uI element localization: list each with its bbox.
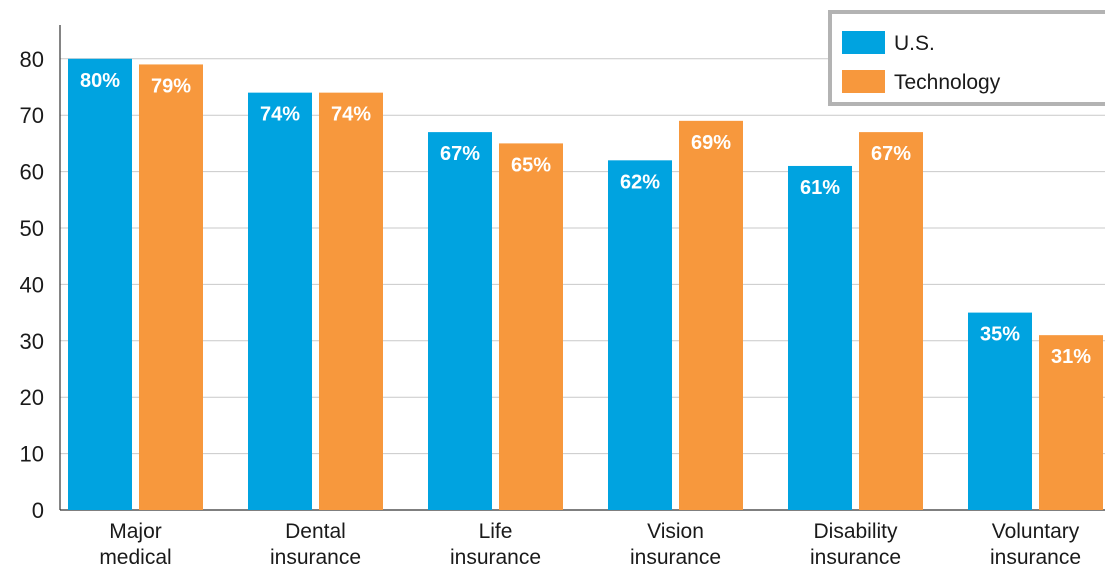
bars — [68, 58, 1103, 511]
data-labels: 80% 79% 74% 74% 67% 65% 62% 69% 61% 67% 35% 31% — [80, 70, 1091, 368]
bar-us-1 — [248, 92, 312, 510]
bar-technology-4 — [859, 132, 923, 510]
category-label: Major — [109, 520, 162, 543]
category-labels: Major medical Dental insurance Life insurance… — [99, 520, 1081, 569]
bar-technology-3 — [679, 120, 743, 510]
y-tick-label: 80 — [20, 47, 44, 72]
bar-value-label: 67% — [440, 143, 480, 165]
y-tick-label: 0 — [32, 498, 44, 523]
bar-value-label: 74% — [331, 104, 371, 126]
category-label: insurance — [630, 546, 721, 569]
legend-label-us: U.S. — [894, 32, 935, 55]
category-label: Life — [479, 520, 513, 543]
y-tick-label: 70 — [20, 103, 44, 128]
legend-swatch-us — [842, 31, 885, 54]
bar-value-label: 35% — [980, 324, 1020, 346]
legend: U.S. Technology — [828, 10, 1105, 106]
axes — [59, 25, 1105, 511]
y-tick-label: 60 — [20, 160, 44, 185]
category-label: Disability — [813, 520, 898, 543]
bar-value-label: 74% — [260, 104, 300, 126]
bar-us-3 — [608, 160, 672, 510]
legend-swatch-technology — [842, 70, 885, 93]
y-tick-label: 50 — [20, 216, 44, 241]
category-label: Dental — [285, 520, 346, 543]
bar-value-label: 65% — [511, 154, 551, 176]
bar-value-label: 79% — [151, 75, 191, 97]
y-tick-labels: 0 10 20 30 40 50 60 70 80 — [20, 47, 44, 523]
y-tick-label: 30 — [20, 329, 44, 354]
y-tick-label: 20 — [20, 385, 44, 410]
category-label: insurance — [450, 546, 541, 569]
bar-us-4 — [788, 165, 852, 510]
bar-technology-0 — [139, 64, 203, 510]
bar-technology-5 — [1039, 335, 1103, 510]
category-label: insurance — [270, 546, 361, 569]
bar-value-label: 69% — [691, 132, 731, 154]
legend-label-technology: Technology — [894, 71, 1001, 94]
gridlines — [60, 58, 1105, 455]
bar-us-5 — [968, 312, 1032, 510]
bar-technology-2 — [499, 143, 563, 510]
category-label: insurance — [990, 546, 1081, 569]
y-tick-label: 40 — [20, 272, 44, 297]
category-label: medical — [99, 546, 171, 569]
bar-value-label: 31% — [1051, 346, 1091, 368]
bar-value-label: 80% — [80, 70, 120, 92]
bar-value-label: 67% — [871, 143, 911, 165]
category-label: Vision — [647, 520, 704, 543]
bar-technology-1 — [319, 92, 383, 510]
bar-value-label: 62% — [620, 171, 660, 193]
category-label: insurance — [810, 546, 901, 569]
y-tick-label: 10 — [20, 442, 44, 467]
category-label: Voluntary — [992, 520, 1080, 543]
bar-value-label: 61% — [800, 177, 840, 199]
bar-us-2 — [428, 132, 492, 510]
bar-us-0 — [68, 58, 132, 511]
